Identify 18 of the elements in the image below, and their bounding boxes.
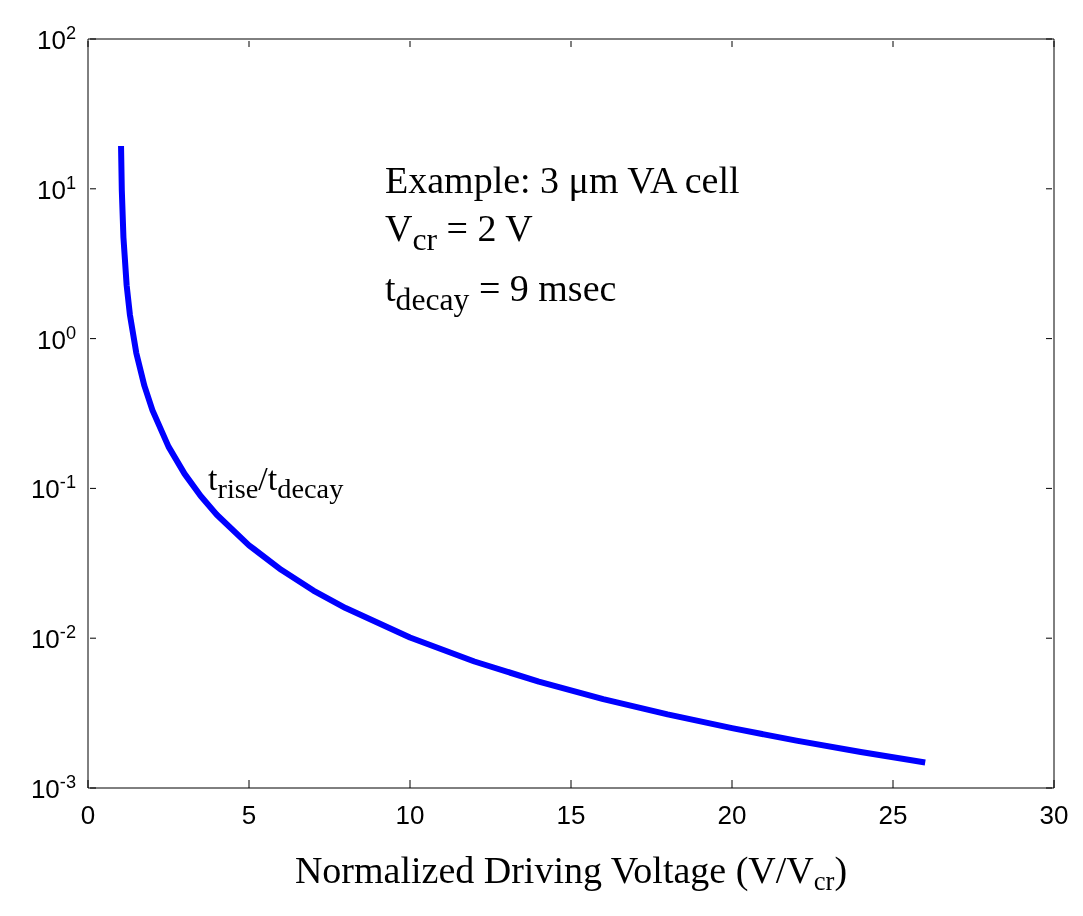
y-tick-label: 10$^{-2}$ [30,622,76,655]
annotation: Example: 3 μm VA cell [385,158,740,203]
y-tick-label: 10$^{-3}$ [30,772,76,804]
x-tick-label: 0 [80,800,96,830]
annotation: V$_{cr}$ = 2 V [385,206,534,259]
y-tick-label: 10$^{0}$ [36,322,76,355]
x-tick-label: 25 [878,800,908,830]
y-tick-label: 10$^{1}$ [36,172,76,205]
x-tick-label: 5 [241,800,257,830]
y-tick-label: 10$^{-1}$ [30,472,76,505]
x-tick-label: 10 [395,800,425,830]
x-tick-label: 15 [556,800,586,830]
x-tick-label: 30 [1039,800,1069,830]
x-tick-label: 20 [717,800,747,830]
y-tick-label: 10$^{2}$ [36,23,76,55]
x-axis-title: Normalized Driving Voltage (V/V$_{cr}$) [294,849,848,896]
annotation: t$_{rise}$/t$_{decay}$ [208,460,344,505]
annotation: t$_{decay}$ = 9 msec [385,265,618,319]
